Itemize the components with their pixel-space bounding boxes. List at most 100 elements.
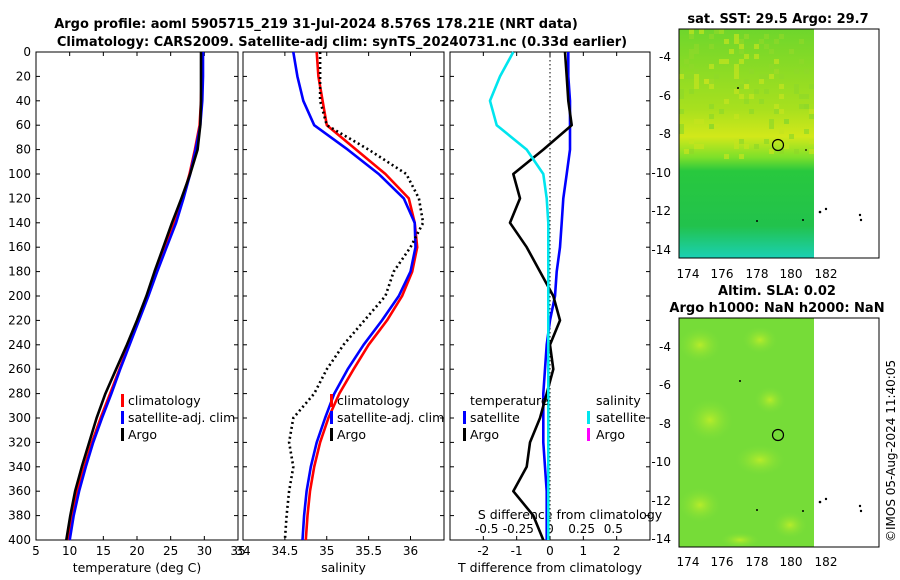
sst-pixel: [709, 124, 714, 129]
sst-pixel: [694, 49, 699, 54]
sst-pixel: [734, 69, 739, 74]
sla-blob: [678, 327, 722, 363]
sst-pixel: [794, 149, 799, 154]
sst-pixel: [749, 69, 754, 74]
sst-pixel: [679, 129, 684, 134]
sal-x-axis-label: salinity: [321, 560, 366, 575]
sst-pixel: [804, 94, 809, 99]
island: [824, 207, 828, 211]
tick-label: -12: [651, 204, 671, 218]
sst-pixel: [739, 59, 744, 64]
sst-pixel: [714, 124, 719, 129]
sst-pixel: [679, 109, 684, 114]
y-tick-label: 80: [16, 143, 31, 157]
sst-pixel: [689, 89, 694, 94]
tick-label: -4: [659, 50, 671, 64]
legend-label-temp-satellite: satellite: [470, 410, 520, 425]
sst-pixel: [759, 99, 764, 104]
y-tick-label: 240: [8, 338, 31, 352]
legend-label-climatology: climatology: [337, 393, 410, 408]
tick-label: 182: [815, 267, 838, 281]
tick-label: -8: [659, 127, 671, 141]
sst-pixel: [679, 124, 684, 129]
sst-pixel: [754, 44, 759, 49]
sst-pixel: [809, 149, 814, 154]
tick-label: -6: [659, 378, 671, 392]
sst-pixel: [769, 74, 774, 79]
sst-pixel: [744, 54, 749, 59]
sst-pixel: [794, 69, 799, 74]
sst-pixel: [764, 34, 769, 39]
x-tick-label: 36: [403, 544, 418, 558]
island: [818, 500, 822, 504]
legend-label-argo: Argo: [128, 427, 157, 442]
series-line-salinity-satellite: [488, 51, 550, 540]
island: [824, 497, 828, 501]
sst-pixel: [764, 44, 769, 49]
sst-pixel: [739, 94, 744, 99]
sst-pixel: [774, 69, 779, 74]
y-tick-label: 300: [8, 411, 31, 425]
sst-pixel: [734, 39, 739, 44]
sst-pixel: [779, 74, 784, 79]
sst-pixel: [689, 34, 694, 39]
sst-pixel: [769, 119, 774, 124]
sst-pixel: [779, 109, 784, 114]
legend-swatch-sal-argo: [587, 428, 590, 441]
sst-pixel: [679, 74, 684, 79]
sst-pixel: [769, 64, 774, 69]
sst-pixel: [704, 79, 709, 84]
x-tick-label: 2: [613, 544, 621, 558]
sst-pixel: [694, 119, 699, 124]
island: [756, 220, 758, 222]
sst-pixel: [774, 39, 779, 44]
sst-pixel: [734, 139, 739, 144]
diff-x-axis-label: T difference from climatology: [457, 560, 643, 575]
temperature-panel: 0 20 40 60 80 100 120 140 160 180 200 220 240 260 280 3…: [8, 45, 246, 575]
sst-pixel: [694, 69, 699, 74]
sst-pixel: [739, 44, 744, 49]
x-tick-label: 15: [96, 544, 111, 558]
sst-pixel: [744, 84, 749, 89]
legend-swatch-argo: [330, 428, 333, 441]
sst-pixel: [689, 54, 694, 59]
sst-pixel: [734, 64, 739, 69]
island: [737, 87, 739, 89]
sst-pixel: [809, 114, 814, 119]
legend-swatch-temp-argo: [463, 428, 466, 441]
sst-pixel: [744, 79, 749, 84]
sla-blob: [754, 386, 786, 414]
title-line-1: Argo profile: aoml 5905715_219 31-Jul-20…: [54, 17, 578, 32]
sst-pixel: [804, 69, 809, 74]
x-tick-label: 34: [235, 544, 250, 558]
sla-map-title: Altim. SLA: 0.02: [718, 284, 836, 299]
sst-pixel: [724, 99, 729, 104]
sst-pixel: [689, 139, 694, 144]
island: [739, 380, 741, 382]
sst-y-ticks: -4 -6 -8 -10 -12 -14: [651, 50, 671, 257]
sst-pixel: [719, 59, 724, 64]
tick-label: -10: [651, 166, 671, 180]
sst-pixel: [799, 104, 804, 109]
sla-blobs: [678, 326, 808, 548]
sla-map-subtitle: Argo h1000: NaN h2000: NaN: [669, 301, 884, 316]
sla-y-ticks: -4 -6 -8 -10 -12 -14: [651, 340, 671, 546]
y-tick-label: 120: [8, 191, 31, 205]
tick-label: 180: [780, 267, 803, 281]
sst-pixel: [739, 39, 744, 44]
y-tick-label: 320: [8, 435, 31, 449]
sst-pixel: [794, 84, 799, 89]
secondary-x-axis-label: S difference from climatology: [478, 507, 663, 522]
sst-pixel: [689, 49, 694, 54]
series-line-satellite-adj-clim: [68, 52, 205, 541]
temp-axes-frame: [35, 51, 239, 541]
y-tick-label: 0: [23, 45, 31, 59]
legend-swatch-sal-satellite: [587, 411, 590, 424]
title-line-2: Climatology: CARS2009. Satellite-adj cli…: [57, 35, 627, 50]
sst-pixel: [764, 139, 769, 144]
sst-pixel: [709, 34, 714, 39]
tick-label: 174: [677, 267, 700, 281]
y-tick-label: 160: [8, 240, 31, 254]
sst-pixel: [754, 144, 759, 149]
x-tick-label: -2: [477, 544, 489, 558]
